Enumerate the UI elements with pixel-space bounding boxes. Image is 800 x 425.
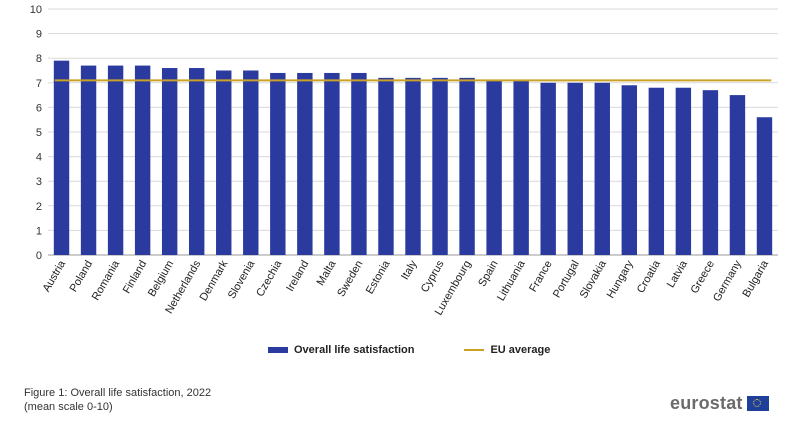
x-tick-label: Hungary xyxy=(605,258,636,300)
legend-label-line: EU average xyxy=(490,344,551,356)
x-tick-label: Estonia xyxy=(364,258,393,297)
bar xyxy=(729,95,746,255)
legend-item-line: EU average xyxy=(464,344,550,356)
x-tick-label: Malta xyxy=(315,258,339,288)
bar xyxy=(486,80,502,255)
x-tick-label: Poland xyxy=(68,259,96,295)
x-tick-label: Bulgaria xyxy=(741,258,772,300)
bar xyxy=(405,77,421,255)
bar xyxy=(188,68,205,255)
bar xyxy=(459,77,475,255)
bar xyxy=(53,60,70,255)
y-tick-label: 5 xyxy=(36,127,42,139)
bar xyxy=(756,117,773,256)
y-tick-label: 0 xyxy=(36,250,42,262)
bar xyxy=(702,90,719,256)
y-tick-label: 6 xyxy=(36,102,42,114)
figure-caption: Figure 1: Overall life satisfaction, 202… xyxy=(24,386,211,414)
bar xyxy=(594,82,610,255)
x-tick-label: Cyprus xyxy=(419,258,447,295)
legend-label-bar: Overall life satisfaction xyxy=(294,344,415,356)
x-tick-label: Ireland xyxy=(284,259,311,294)
x-tick-label: Slovenia xyxy=(226,258,258,301)
legend: Overall life satisfaction EU average xyxy=(268,344,550,356)
caption-title: Figure 1: Overall life satisfaction, 202… xyxy=(24,387,212,399)
y-tick-label: 4 xyxy=(36,152,42,164)
x-tick-label: Italy xyxy=(399,258,420,282)
y-tick-label: 3 xyxy=(36,176,42,188)
legend-swatch-line xyxy=(464,349,485,351)
legend-swatch-bar xyxy=(268,347,288,353)
y-tick-label: 7 xyxy=(36,78,42,90)
logo-text: eurostat xyxy=(670,393,743,413)
bar xyxy=(161,68,178,255)
x-tick-label: Belgium xyxy=(146,259,176,299)
bar xyxy=(270,72,286,256)
bar xyxy=(107,65,124,255)
y-tick-label: 9 xyxy=(36,29,42,41)
y-tick-label: 2 xyxy=(36,201,42,213)
x-tick-label: Latvia xyxy=(665,258,691,290)
x-tick-label: France xyxy=(527,259,555,295)
bar xyxy=(432,77,448,255)
bar xyxy=(216,70,232,255)
legend-item-bar: Overall life satisfaction xyxy=(268,344,414,356)
bar xyxy=(351,72,367,256)
bar xyxy=(297,72,313,256)
y-tick-label: 8 xyxy=(36,53,42,65)
x-tick-label: Spain xyxy=(476,258,500,288)
eu-flag-icon xyxy=(746,396,769,411)
caption-subtitle: (mean scale 0-10) xyxy=(24,401,113,413)
bar xyxy=(378,77,394,255)
x-tick-label: Czechia xyxy=(254,258,285,299)
x-tick-label: Finland xyxy=(121,259,149,296)
bar xyxy=(675,87,692,255)
bar xyxy=(324,72,340,256)
bar xyxy=(540,82,556,255)
x-tick-label: Croatia xyxy=(635,258,664,295)
bar xyxy=(621,85,638,255)
y-tick-label: 10 xyxy=(30,4,42,16)
eurostat-logo: eurostat xyxy=(670,393,769,414)
y-tick-label: 1 xyxy=(36,225,42,237)
bar xyxy=(648,87,665,255)
x-tick-label: Greece xyxy=(689,259,717,296)
x-tick-label: Austria xyxy=(41,258,69,294)
bar xyxy=(134,65,151,255)
bar xyxy=(513,80,529,255)
bar xyxy=(80,65,97,255)
bar xyxy=(567,82,583,255)
bar xyxy=(243,70,259,255)
x-tick-label: Sweden xyxy=(335,259,365,299)
